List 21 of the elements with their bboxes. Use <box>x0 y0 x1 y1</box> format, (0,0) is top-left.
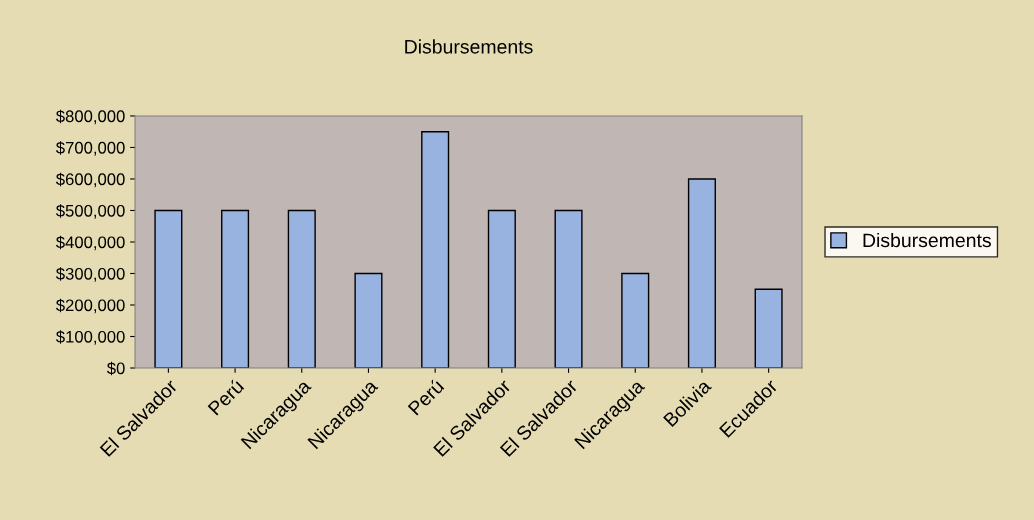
y-tick-label: $700,000 <box>55 141 125 156</box>
bar <box>554 209 583 368</box>
y-tick-label: $400,000 <box>55 235 125 251</box>
y-tick-label: $500,000 <box>55 204 125 219</box>
bar <box>221 209 250 368</box>
chart-title: Disbursements <box>405 39 533 54</box>
y-tick-label: $0 <box>106 361 125 376</box>
y-tick-label: $300,000 <box>55 267 125 282</box>
bar <box>154 209 183 368</box>
bar <box>487 209 516 368</box>
y-tick-label: $100,000 <box>55 330 125 345</box>
y-tick-label: $600,000 <box>55 172 125 188</box>
y-tick-label: $200,000 <box>55 298 125 314</box>
bar <box>421 131 450 368</box>
bar <box>621 272 650 368</box>
bar <box>754 288 783 368</box>
bar <box>354 272 383 368</box>
y-tick-label: $800,000 <box>55 109 125 125</box>
bar <box>287 209 316 368</box>
bar <box>687 178 716 368</box>
legend-label: Disbursements <box>863 232 991 248</box>
